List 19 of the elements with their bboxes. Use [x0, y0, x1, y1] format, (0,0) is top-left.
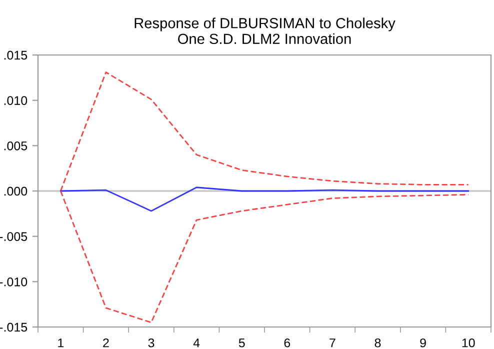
x-tick-label: 9: [420, 338, 426, 348]
line-series: [60, 186, 470, 212]
x-tick-label: 8: [374, 338, 381, 348]
x-tick-label: 1: [58, 338, 64, 348]
y-tick-label: .005: [4, 141, 28, 150]
chart-title: Response of DLBURSIMAN to Cholesky One S.D. DLM2 Innovation: [134, 18, 396, 44]
x-tick-label: 3: [148, 338, 154, 348]
y-tick-label: .000: [4, 186, 28, 196]
x-tick-label: 10: [462, 338, 475, 348]
x-tick-label: 5: [238, 338, 245, 348]
y-tick-label: -.015: [0, 322, 28, 332]
y-tick-label: .015: [4, 50, 28, 60]
x-tick-label: 2: [103, 338, 109, 348]
y-tick-label: .010: [4, 96, 28, 105]
x-tick-label: 7: [330, 338, 336, 348]
y-tick-label: -.005: [0, 232, 28, 241]
x-tick-label: 4: [193, 338, 200, 348]
y-tick-label: -.010: [0, 277, 28, 286]
x-tick-label: 6: [284, 338, 290, 348]
